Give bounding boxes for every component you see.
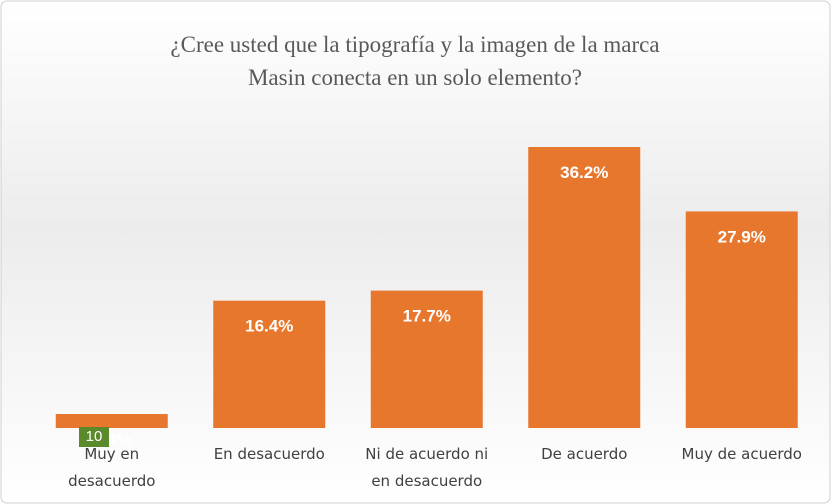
bar <box>213 300 326 428</box>
chart-title: ¿Cree usted que la tipografía y la image… <box>170 32 660 90</box>
data-label: 27.9% <box>718 227 766 246</box>
data-label: 16.4% <box>245 317 293 336</box>
x-tick-label: Muy de acuerdo <box>681 445 802 463</box>
x-tick-label: Ni de acuerdo ni en desacuerdo <box>365 445 489 490</box>
x-tick-label: Muy en desacuerdo <box>68 445 156 490</box>
data-label: 17.7% <box>403 307 451 326</box>
x-tick-label: De acuerdo <box>541 445 628 463</box>
bar <box>55 414 168 428</box>
bar <box>685 211 798 428</box>
bar <box>370 290 483 428</box>
x-tick-label: En desacuerdo <box>213 445 325 463</box>
bar <box>528 147 641 428</box>
data-label: 36.2% <box>560 163 608 182</box>
annotation: 10 <box>79 427 109 447</box>
